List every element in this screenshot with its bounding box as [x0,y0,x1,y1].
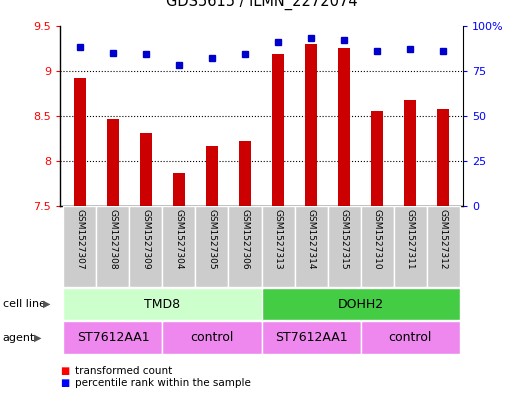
Text: control: control [190,331,234,344]
Bar [360,206,393,287]
Text: ▶: ▶ [34,332,41,343]
Text: ▶: ▶ [43,299,50,309]
Bar [371,111,383,206]
Bar [196,206,229,287]
Text: GSM1527308: GSM1527308 [108,209,118,269]
Bar [294,206,327,287]
Bar [262,288,460,320]
Text: GSM1527312: GSM1527312 [439,209,448,269]
Bar [239,141,251,206]
Text: GSM1527313: GSM1527313 [274,209,282,269]
Bar [305,44,317,206]
Bar [338,48,350,206]
Bar [173,173,185,206]
Text: GSM1527309: GSM1527309 [141,209,151,269]
Text: GSM1527314: GSM1527314 [306,209,315,269]
Bar [74,78,86,206]
Text: ST7612AA1: ST7612AA1 [77,331,149,344]
Bar [229,206,262,287]
Text: GSM1527306: GSM1527306 [241,209,249,269]
Bar [107,119,119,206]
Bar [262,321,360,354]
Text: agent: agent [3,332,35,343]
Bar [393,206,427,287]
Text: GSM1527305: GSM1527305 [208,209,217,269]
Text: GSM1527304: GSM1527304 [175,209,184,269]
Bar [130,206,163,287]
Text: GSM1527315: GSM1527315 [339,209,348,269]
Text: DOHH2: DOHH2 [337,298,383,311]
Text: GSM1527307: GSM1527307 [75,209,84,269]
Text: TMD8: TMD8 [144,298,180,311]
Text: transformed count: transformed count [75,366,172,376]
Bar [96,206,130,287]
Text: ST7612AA1: ST7612AA1 [275,331,347,344]
Bar [140,133,152,206]
Bar [262,206,294,287]
Text: cell line: cell line [3,299,46,309]
Text: ■: ■ [60,366,70,376]
Bar [63,206,96,287]
Bar [163,321,262,354]
Bar [163,206,196,287]
Bar [437,109,449,206]
Text: GDS5615 / ILMN_2272074: GDS5615 / ILMN_2272074 [166,0,357,10]
Bar [360,321,460,354]
Bar [206,146,218,206]
Bar [427,206,460,287]
Text: control: control [389,331,431,344]
Bar [404,100,416,206]
Text: percentile rank within the sample: percentile rank within the sample [75,378,251,388]
Text: GSM1527310: GSM1527310 [372,209,382,269]
Text: GSM1527311: GSM1527311 [405,209,415,269]
Bar [63,321,163,354]
Bar [272,55,284,206]
Bar [63,288,262,320]
Text: ■: ■ [60,378,70,388]
Bar [327,206,360,287]
